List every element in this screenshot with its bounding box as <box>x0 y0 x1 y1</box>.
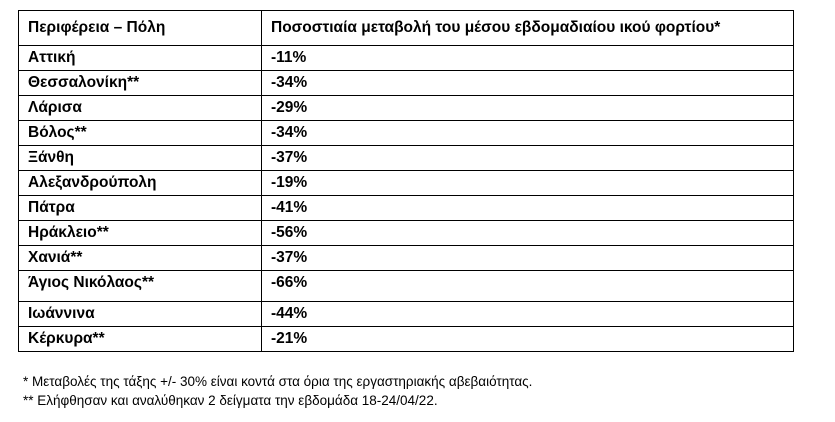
change-cell: -34% <box>261 120 794 146</box>
table-row: Χανιά** -37% <box>18 245 794 271</box>
viral-load-table-container: Περιφέρεια – Πόλη Ποσοστιαία μεταβολή το… <box>18 10 794 352</box>
region-cell: Πάτρα <box>18 195 262 221</box>
region-cell: Ηράκλειο** <box>18 220 262 246</box>
table-row: Θεσσαλονίκη** -34% <box>18 70 794 96</box>
table-row: Βόλος** -34% <box>18 120 794 146</box>
footnote-uncertainty: * Μεταβολές της τάξης +/- 30% είναι κοντ… <box>23 374 533 389</box>
change-cell: -29% <box>261 95 794 121</box>
footnote-samples: ** Ελήφθησαν και αναλύθηκαν 2 δείγματα τ… <box>23 393 438 408</box>
region-cell: Λάρισα <box>18 95 262 121</box>
table-row: Άγιος Νικόλαος** -66% <box>18 270 794 302</box>
change-cell: -41% <box>261 195 794 221</box>
header-change: Ποσοστιαία μεταβολή του μέσου εβδομαδιαί… <box>261 10 794 46</box>
table-row: Κέρκυρα** -21% <box>18 326 794 352</box>
region-cell: Αλεξανδρούπολη <box>18 170 262 196</box>
change-cell: -44% <box>261 301 794 327</box>
change-cell: -37% <box>261 145 794 171</box>
region-cell: Βόλος** <box>18 120 262 146</box>
table-header-row: Περιφέρεια – Πόλη Ποσοστιαία μεταβολή το… <box>18 10 794 46</box>
footnotes: * Μεταβολές της τάξης +/- 30% είναι κοντ… <box>23 372 532 410</box>
table-row: Ιωάννινα -44% <box>18 301 794 327</box>
region-cell: Ιωάννινα <box>18 301 262 327</box>
region-cell: Κέρκυρα** <box>18 326 262 352</box>
change-cell: -37% <box>261 245 794 271</box>
region-cell: Ξάνθη <box>18 145 262 171</box>
table-row: Αλεξανδρούπολη -19% <box>18 170 794 196</box>
region-cell: Αττική <box>18 45 262 71</box>
change-cell: -34% <box>261 70 794 96</box>
header-region: Περιφέρεια – Πόλη <box>18 10 262 46</box>
table-row: Ηράκλειο** -56% <box>18 220 794 246</box>
region-cell: Θεσσαλονίκη** <box>18 70 262 96</box>
region-cell: Άγιος Νικόλαος** <box>18 270 262 302</box>
change-cell: -21% <box>261 326 794 352</box>
viral-load-table: Περιφέρεια – Πόλη Ποσοστιαία μεταβολή το… <box>18 10 794 352</box>
table-row: Πάτρα -41% <box>18 195 794 221</box>
change-cell: -19% <box>261 170 794 196</box>
change-cell: -56% <box>261 220 794 246</box>
change-cell: -66% <box>261 270 794 302</box>
change-cell: -11% <box>261 45 794 71</box>
table-row: Λάρισα -29% <box>18 95 794 121</box>
table-row: Ξάνθη -37% <box>18 145 794 171</box>
region-cell: Χανιά** <box>18 245 262 271</box>
table-row: Αττική -11% <box>18 45 794 71</box>
